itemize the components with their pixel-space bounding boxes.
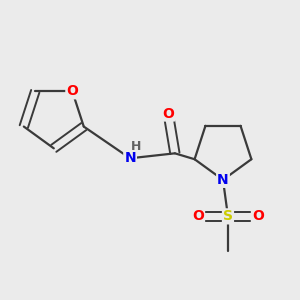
Text: O: O — [66, 84, 78, 98]
Text: S: S — [223, 209, 233, 224]
Text: N: N — [217, 173, 229, 187]
Text: N: N — [124, 151, 136, 165]
Text: O: O — [252, 209, 264, 224]
Text: O: O — [192, 209, 204, 224]
Text: H: H — [131, 140, 141, 153]
Text: O: O — [162, 106, 174, 121]
